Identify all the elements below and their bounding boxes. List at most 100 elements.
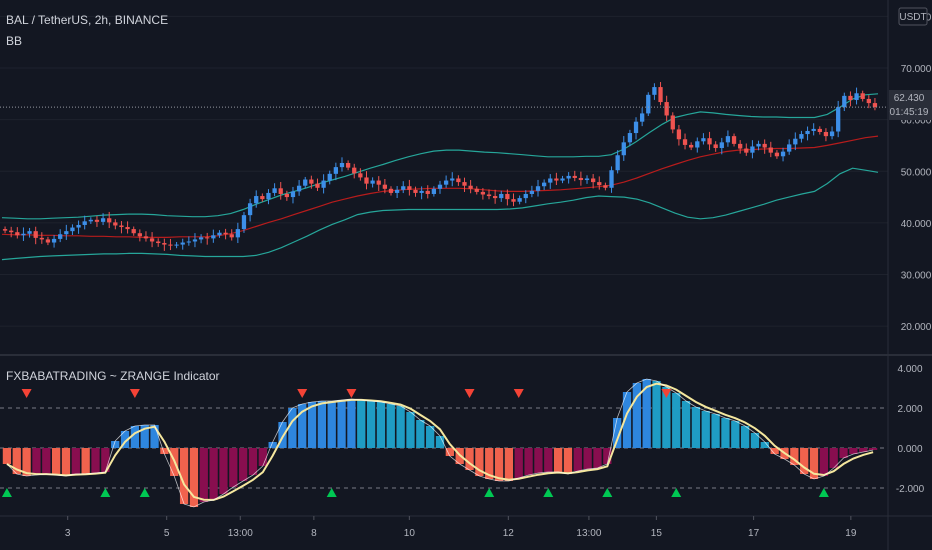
histogram-bar bbox=[839, 448, 848, 458]
candle-body bbox=[603, 185, 608, 188]
candle-body bbox=[33, 231, 38, 238]
sell-signal-arrow bbox=[129, 389, 140, 398]
candle-body bbox=[345, 162, 351, 168]
candle-body bbox=[474, 188, 479, 192]
histogram-bar bbox=[524, 448, 533, 475]
candle-body bbox=[738, 143, 743, 149]
histogram-bar bbox=[52, 448, 61, 475]
time-tick-label: 5 bbox=[164, 528, 170, 539]
sell-signal-arrow bbox=[513, 389, 524, 398]
candle-body bbox=[58, 234, 63, 239]
symbol-title[interactable]: BAL / TetherUS, 2h, BINANCE bbox=[6, 13, 168, 27]
price-tick-label: 60.000 bbox=[901, 116, 932, 127]
candle-body bbox=[180, 242, 185, 245]
histogram-bar bbox=[652, 381, 661, 448]
time-tick-label: 10 bbox=[404, 528, 416, 539]
candle-body bbox=[260, 196, 265, 200]
histogram-bar bbox=[622, 392, 632, 448]
currency-label: USDT bbox=[899, 12, 926, 23]
histogram-bar bbox=[662, 387, 671, 448]
candle-body bbox=[731, 136, 737, 144]
candle-body bbox=[866, 98, 871, 104]
indicator-pane[interactable] bbox=[0, 378, 888, 508]
price-tick-label: 30.000 bbox=[901, 271, 932, 282]
time-axis[interactable]: 3 5 13:00 8 10 12 13:00 15 17 19 bbox=[65, 516, 857, 539]
candle-body bbox=[88, 219, 93, 222]
histogram-bar bbox=[514, 448, 523, 478]
histogram-bar bbox=[740, 426, 750, 448]
candle-body bbox=[401, 186, 406, 190]
candle-body bbox=[799, 134, 804, 139]
candle-body bbox=[333, 167, 339, 174]
histogram-bar bbox=[573, 448, 582, 471]
overlay-label[interactable]: BB bbox=[6, 34, 22, 48]
indicator-axis[interactable]: 4.000 2.000 0.000 -2.000 bbox=[896, 364, 925, 495]
candle-body bbox=[450, 178, 455, 181]
buy-signal-arrow bbox=[671, 488, 682, 497]
candle-body bbox=[394, 189, 400, 193]
candle-body bbox=[560, 178, 565, 181]
histogram-bar bbox=[800, 448, 809, 474]
histogram-bar bbox=[435, 436, 445, 448]
histogram-bar bbox=[534, 448, 543, 473]
histogram-bar bbox=[494, 448, 504, 481]
histogram-bar bbox=[760, 442, 769, 448]
candle-body bbox=[541, 182, 547, 187]
histogram-bar bbox=[386, 404, 395, 448]
candle-body bbox=[695, 141, 700, 148]
histogram-bar bbox=[603, 448, 612, 464]
candle-body bbox=[492, 196, 498, 199]
histogram-bar bbox=[91, 448, 100, 473]
candle-body bbox=[339, 162, 345, 168]
histogram-bar bbox=[504, 448, 514, 481]
histogram-bar bbox=[593, 448, 602, 468]
bb-lower-band bbox=[1, 167, 879, 261]
candle-body bbox=[664, 102, 669, 116]
candle-body bbox=[315, 183, 320, 188]
candle-body bbox=[94, 219, 100, 222]
candle-body bbox=[211, 235, 216, 239]
candle-body bbox=[51, 238, 57, 243]
indicator-tick-label: -2.000 bbox=[896, 484, 925, 495]
candle-body bbox=[548, 178, 553, 183]
histogram-bar bbox=[307, 402, 317, 448]
candle-body bbox=[272, 188, 277, 193]
histogram-bar bbox=[120, 431, 130, 448]
buy-signal-arrow bbox=[602, 488, 613, 497]
price-pane[interactable] bbox=[0, 82, 888, 261]
candle-body bbox=[217, 232, 222, 236]
candle-body bbox=[235, 229, 240, 238]
candle-body bbox=[713, 144, 718, 149]
candle-body bbox=[646, 94, 651, 114]
candle-body bbox=[505, 193, 510, 200]
candle-body bbox=[21, 233, 26, 236]
price-tick-label: 50.000 bbox=[901, 167, 932, 178]
histogram-bar bbox=[672, 393, 681, 448]
time-tick-label: 15 bbox=[651, 528, 663, 539]
histogram-bar bbox=[81, 448, 90, 474]
candle-body bbox=[682, 139, 688, 145]
candle-body bbox=[113, 222, 118, 226]
histogram-bar bbox=[406, 412, 415, 448]
candle-body bbox=[174, 244, 179, 246]
last-price-value: 62.430 bbox=[894, 93, 925, 104]
histogram-bar bbox=[258, 448, 267, 466]
histogram-bar bbox=[445, 448, 454, 456]
candle-body bbox=[523, 193, 528, 199]
histogram-bar bbox=[819, 448, 828, 476]
histogram-bar bbox=[42, 448, 51, 474]
currency-badge[interactable] bbox=[898, 7, 928, 26]
histogram-bar bbox=[209, 448, 218, 500]
candle-body bbox=[744, 148, 749, 153]
histogram-bar bbox=[189, 448, 199, 507]
candle-body bbox=[787, 144, 792, 152]
candle-body bbox=[597, 182, 602, 186]
candle-body bbox=[670, 115, 675, 130]
candle-body bbox=[198, 237, 204, 240]
histogram-bar bbox=[179, 448, 189, 504]
candle-body bbox=[793, 138, 798, 145]
indicator-title[interactable]: FXBABATRADING ~ ZRANGE Indicator bbox=[6, 369, 220, 383]
candle-body bbox=[462, 182, 467, 186]
buy-signal-arrow bbox=[543, 488, 554, 497]
